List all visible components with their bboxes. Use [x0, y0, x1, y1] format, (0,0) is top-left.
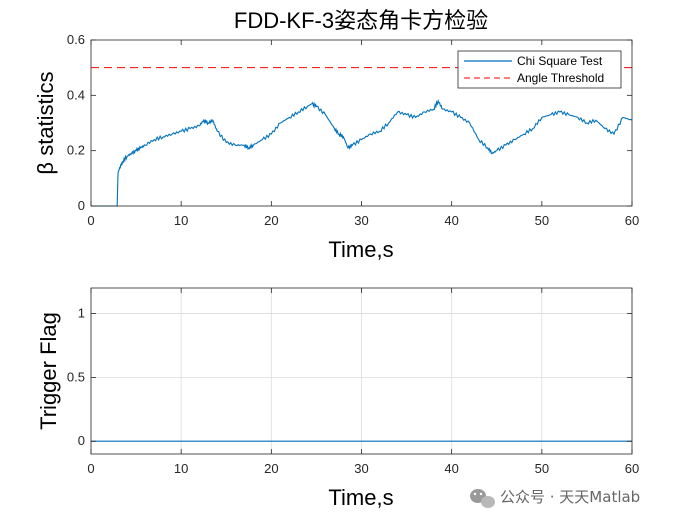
legend-label-chi-square-test: Chi Square Test	[517, 54, 603, 68]
y-tick-label: 0	[78, 198, 85, 213]
legend-label-angle-threshold: Angle Threshold	[517, 71, 604, 85]
y-tick-label: 0	[78, 433, 85, 448]
y-tick-label: 0.2	[67, 143, 85, 158]
chart-bottom-y-ticks: 00.51	[67, 306, 632, 448]
chart-bottom-x-ticks: 0 10 20 30 40 50 60	[87, 288, 639, 476]
chart-top-y-ticks: 0 0.2 0.4 0.6	[67, 32, 632, 213]
x-tick-label: 50	[535, 213, 549, 228]
chart-top-title: FDD-KF-3姿态角卡方检验	[234, 8, 488, 33]
x-tick-label: 30	[354, 213, 368, 228]
x-tick-label: 10	[174, 213, 188, 228]
legend-box	[457, 50, 622, 89]
x-tick-label: 20	[264, 461, 278, 476]
chart-bottom: 0 10 20 30 40 50 60 00.51 Time,s Trigger Flag	[36, 287, 639, 510]
chart-top: FDD-KF-3姿态角卡方检验 0 10 20 30 40 50 60 0 0.2 0.4 0.6…	[33, 8, 639, 262]
chart-bottom-grid	[90, 288, 633, 454]
x-tick-label: 20	[264, 213, 278, 228]
chart-bottom-x-axis-label: Time,s	[328, 485, 393, 510]
wechat-icon	[470, 489, 495, 508]
chart-top-y-axis-label: β statistics	[33, 71, 58, 174]
x-tick-label: 40	[444, 213, 458, 228]
x-tick-label: 0	[87, 213, 94, 228]
y-tick-label: 0.6	[67, 32, 85, 47]
chart-top-x-axis-label: Time,s	[328, 237, 393, 262]
x-tick-label: 50	[535, 461, 549, 476]
watermark-text: 公众号 · 天天Matlab	[500, 488, 640, 506]
chart-top-plot-area	[91, 67, 633, 207]
x-tick-label: 10	[174, 461, 188, 476]
y-tick-label: 0.4	[67, 87, 85, 102]
x-tick-label: 60	[625, 461, 639, 476]
watermark: 公众号 · 天天Matlab	[470, 488, 640, 508]
y-tick-label: 1	[78, 306, 85, 321]
x-tick-label: 40	[444, 461, 458, 476]
series-line-chi-square-test	[91, 98, 633, 207]
x-tick-label: 30	[354, 461, 368, 476]
chart-bottom-y-axis-label: Trigger Flag	[36, 312, 61, 430]
x-tick-label: 60	[625, 213, 639, 228]
chart-top-x-ticks: 0 10 20 30 40 50 60	[87, 40, 639, 228]
x-tick-label: 0	[87, 461, 94, 476]
y-tick-label: 0.5	[67, 369, 85, 384]
chart-top-legend: Chi Square Test Angle Threshold	[457, 50, 622, 89]
